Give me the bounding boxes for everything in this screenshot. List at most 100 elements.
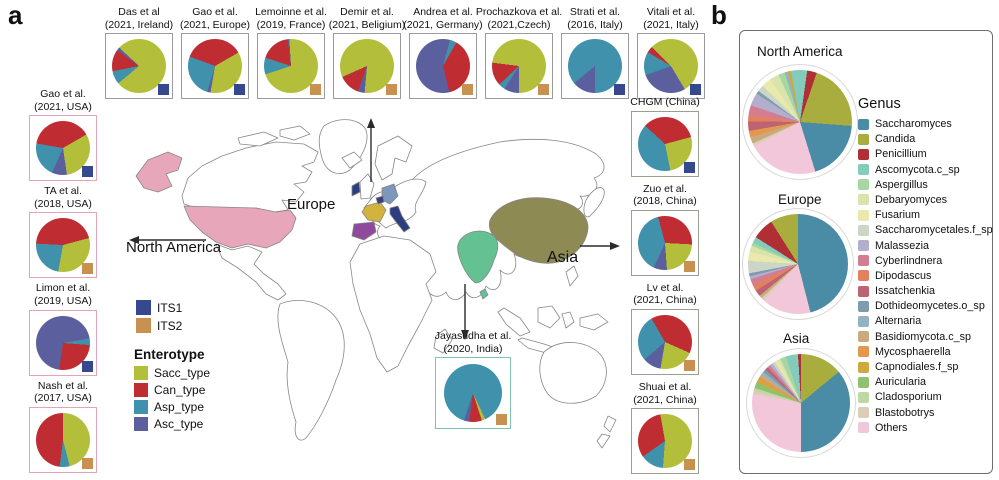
study-pie-frame [631, 308, 699, 375]
study-pie-frame [485, 33, 553, 100]
study-pie-chart [568, 39, 622, 94]
enterotype-swatch [134, 417, 148, 431]
genus-swatch [858, 407, 869, 419]
map-arctic-island [279, 125, 311, 141]
its-marker-its1 [82, 166, 93, 178]
study-label: Vitali et al. (2021, Italy) [643, 6, 699, 31]
its-marker-its1 [690, 84, 701, 96]
genus-legend-item-mycosphaerella: Mycosphaerella [858, 346, 994, 358]
genus-swatch [858, 240, 869, 251]
region-pie-north-america [748, 70, 852, 174]
genus-legend-item-malassezia: Malassezia [858, 240, 994, 252]
study-row-top: Das et al (2021, Ireland) Gao et al. (2021,… [104, 6, 706, 100]
study-pie-frame [29, 309, 97, 376]
genus-legend-item-saccharomycetales-f-sp: Saccharomycetales.f_sp [858, 224, 994, 236]
its-legend-item-its1: ITS1 [136, 300, 182, 315]
genus-legend: Genus Saccharomyces Candida Penicillium Asc… [858, 96, 994, 437]
genus-legend-item-cyberlindnera: Cyberlindnera [858, 255, 994, 267]
genus-legend-item-debaryomyces: Debaryomyces [858, 194, 994, 206]
genus-swatch [858, 331, 869, 343]
genus-legend-item-others: Others [858, 422, 994, 434]
genus-swatch [858, 133, 869, 145]
world-map [129, 118, 620, 449]
its-marker-its2 [538, 84, 549, 96]
its-marker-its2 [684, 359, 695, 371]
study-label: Limon et al. (2019, USA) [34, 282, 92, 307]
study-card-lv-et-al-2021-china: Lv et al. (2021, China) [630, 282, 700, 375]
study-pie-frame [29, 406, 97, 473]
map-sulawesi [561, 311, 575, 329]
its-legend: ITS1 ITS2 [136, 300, 182, 336]
enterotype-swatch [134, 383, 148, 397]
map-belgium [375, 195, 385, 205]
study-label: TA et al. (2018, USA) [34, 185, 92, 210]
map-italy [389, 205, 411, 233]
its-marker-its2 [496, 414, 507, 426]
panel-b-label: b [711, 0, 727, 30]
enterotype-legend-item-can-type: Can_type [134, 383, 210, 397]
map-label-asia: Asia [547, 249, 579, 266]
study-label: Das et al (2021, Ireland) [104, 6, 174, 31]
map-borneo [537, 305, 561, 329]
study-card-vitali-et-al-2021-italy: Vitali et al. (2021, Italy) [636, 6, 706, 100]
study-pie-chart [36, 218, 90, 273]
genus-label: Issatchenkia [875, 285, 936, 298]
map-new-zealand [603, 415, 617, 433]
study-column-asia: CHGM (China) Zuo et al. (2018, China) Lv et… [622, 96, 708, 475]
study-pie-frame [631, 408, 699, 475]
genus-swatch [858, 255, 869, 267]
panel-a-label: a [8, 0, 23, 30]
map-usa [183, 205, 297, 249]
genus-swatch [858, 148, 869, 160]
genus-label: Saccharomycetales.f_sp [875, 224, 993, 237]
study-pie-frame [631, 209, 699, 276]
study-label: CHGM (China) [630, 96, 700, 108]
study-pie-frame [29, 212, 97, 279]
map-greenland [318, 119, 368, 174]
map-ireland [351, 181, 361, 197]
study-pie-chart [36, 412, 90, 467]
study-card-jayasudha-et-al-2020-india: Jayasudha et al. (2020, India) [433, 330, 513, 430]
genus-swatch [858, 300, 869, 312]
genus-legend-item-aspergillus: Aspergillus [858, 179, 994, 191]
map-uk [359, 173, 375, 200]
enterotype-label: Can_type [154, 383, 206, 397]
enterotype-legend-items: Sacc_type Can_type Asp_type Asc_type [134, 366, 210, 431]
genus-label: Fusarium [875, 209, 920, 222]
study-label: Gao et al. (2021, USA) [34, 88, 92, 113]
study-pie-frame [333, 33, 401, 100]
enterotype-label: Sacc_type [154, 366, 211, 380]
genus-legend-title: Genus [858, 96, 901, 112]
study-card-nash-et-al-2017-usa: Nash et al. (2017, USA) [28, 380, 98, 473]
study-card-india-slot: Jayasudha et al. (2020, India) [427, 330, 519, 430]
map-philippines [565, 265, 579, 287]
genus-legend-item-blastobotrys: Blastobotrys [858, 407, 994, 419]
its-marker-its1 [614, 84, 625, 96]
its-swatch [136, 300, 151, 315]
study-card-limon-et-al-2019-usa: Limon et al. (2019, USA) [28, 282, 98, 376]
enterotype-legend-item-asc-type: Asc_type [134, 417, 210, 431]
study-label: Andrea et al. (2021, Germany) [403, 6, 483, 31]
study-label: Prochazkova et al. (2021,Czech) [475, 6, 563, 31]
study-pie-frame [105, 33, 173, 100]
arrow-asia-right [580, 242, 620, 250]
study-card-chgm-china: CHGM (China) [630, 96, 700, 177]
study-label: Shuai et al. (2021, China) [633, 380, 697, 406]
pie-ring-asia [746, 348, 856, 458]
arrow-europe-up [367, 118, 375, 182]
map-china [488, 197, 589, 264]
study-pie-chart [112, 39, 166, 94]
study-label: Demir et al. (2021, Beligium) [328, 6, 406, 31]
enterotype-label: Asc_type [154, 417, 204, 431]
study-label: Lemoinne et al. (2019, France) [255, 6, 327, 31]
genus-swatch [858, 391, 869, 403]
genus-swatch [858, 118, 869, 130]
region-pie-asia [752, 354, 850, 452]
study-card-shuai-et-al-2021-china: Shuai et al. (2021, China) [630, 380, 700, 475]
genus-legend-item-penicillium: Penicillium [858, 148, 994, 160]
genus-swatch [858, 361, 869, 373]
its-marker-its1 [158, 84, 169, 96]
map-iceland [341, 151, 363, 169]
its-label: ITS2 [157, 318, 183, 333]
